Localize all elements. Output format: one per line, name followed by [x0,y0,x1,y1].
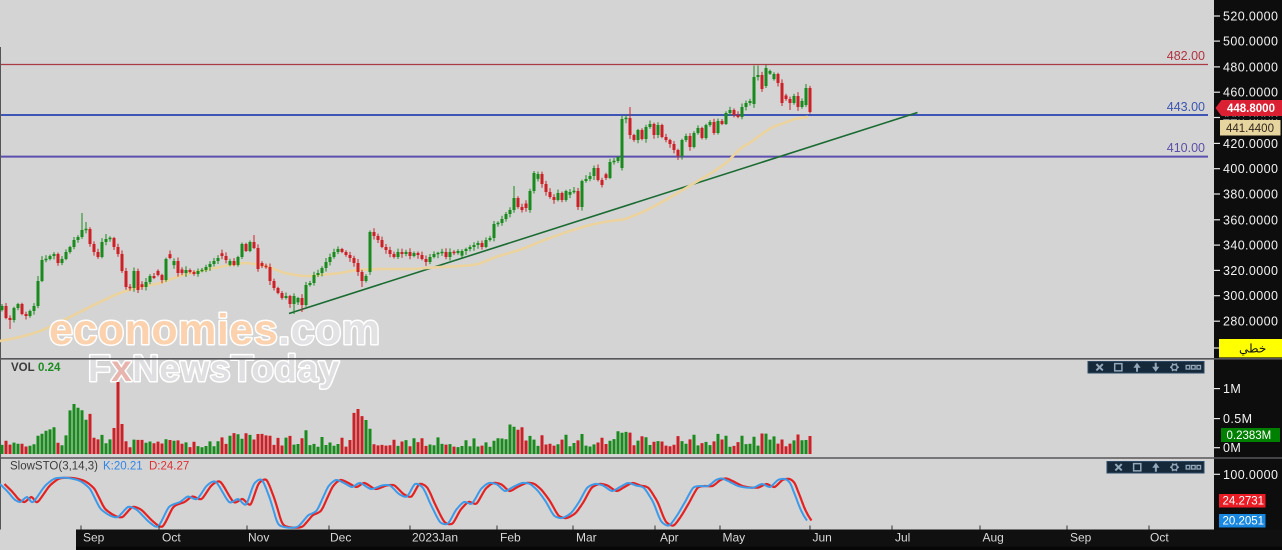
svg-text:400.0000: 400.0000 [1223,162,1278,176]
svg-text:Oct: Oct [162,531,181,545]
svg-text:420.0000: 420.0000 [1223,137,1278,151]
svg-text:VOL: VOL [11,362,35,374]
svg-text:100.0000: 100.0000 [1223,468,1278,482]
svg-text:Aug: Aug [983,531,1004,545]
svg-text:Apr: Apr [660,531,679,545]
svg-text:SlowSTO(3,14,3): SlowSTO(3,14,3) [10,461,98,473]
svg-text:20.2051: 20.2051 [1223,516,1265,528]
svg-text:Feb: Feb [500,531,521,545]
svg-text:FxNewsToday: FxNewsToday [88,348,340,389]
svg-text:443.00: 443.00 [1167,100,1205,114]
svg-text:Jun: Jun [813,531,832,545]
svg-text:Oct: Oct [1150,531,1169,545]
svg-text:2023Jan: 2023Jan [412,531,458,545]
svg-text:0.24: 0.24 [38,362,61,374]
svg-text:Dec: Dec [330,531,351,545]
svg-text:480.0000: 480.0000 [1223,60,1278,74]
svg-text:441.4400: 441.4400 [1226,123,1274,135]
svg-text:economies.com: economies.com [49,306,381,354]
svg-text:Mar: Mar [576,531,597,545]
svg-text:360.0000: 360.0000 [1223,213,1278,227]
svg-text:460.0000: 460.0000 [1223,86,1278,100]
svg-text:0M: 0M [1223,441,1241,455]
svg-text:خطي: خطي [1239,342,1266,356]
svg-text:482.00: 482.00 [1167,49,1205,63]
svg-text:1M: 1M [1223,382,1241,396]
svg-text:410.00: 410.00 [1167,141,1205,155]
svg-text:380.0000: 380.0000 [1223,188,1278,202]
svg-text:280.0000: 280.0000 [1223,315,1278,329]
svg-text:500.0000: 500.0000 [1223,35,1278,49]
svg-text:300.0000: 300.0000 [1223,289,1278,303]
svg-text:Nov: Nov [248,531,269,545]
svg-text:Sep: Sep [83,531,105,545]
svg-text:K:20.21: K:20.21 [103,461,143,473]
svg-text:Sep: Sep [1070,531,1092,545]
svg-text:0.2383M: 0.2383M [1227,430,1272,442]
svg-text:0.5M: 0.5M [1223,412,1252,426]
svg-text:320.0000: 320.0000 [1223,264,1278,278]
svg-text:24.2731: 24.2731 [1223,496,1265,508]
svg-text:520.0000: 520.0000 [1223,10,1278,24]
svg-text:D:24.27: D:24.27 [149,461,189,473]
svg-text:Jul: Jul [895,531,910,545]
svg-text:340.0000: 340.0000 [1223,239,1278,253]
svg-text:448.8000: 448.8000 [1227,103,1275,115]
svg-text:May: May [723,531,746,545]
